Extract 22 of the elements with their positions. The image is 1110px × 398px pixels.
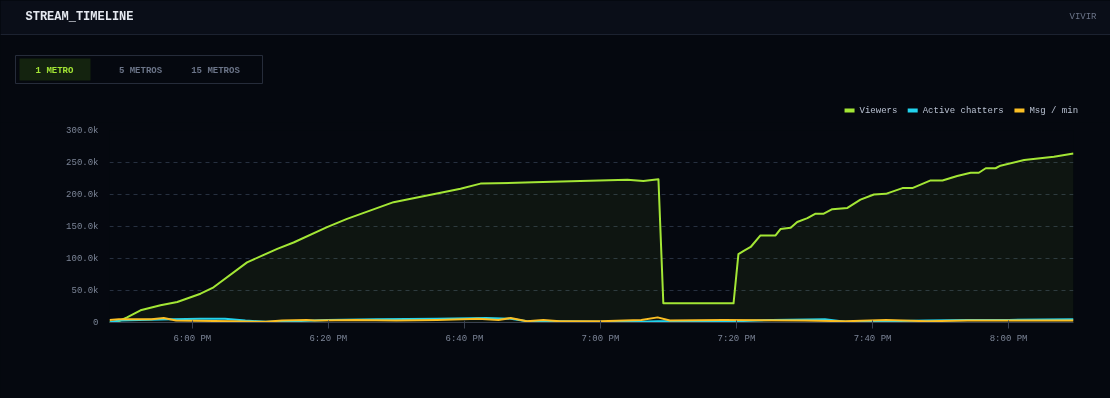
x-tick-label: 6:20 PM — [309, 333, 348, 344]
y-tick-label: 0 — [93, 317, 99, 328]
y-tick-label: 100.0k — [66, 253, 99, 264]
y-tick-label: 150.0k — [66, 221, 99, 232]
y-tick-label: 250.0k — [66, 157, 99, 168]
text: 5 METROS — [118, 65, 163, 76]
legend-label: Msg / min — [1029, 105, 1079, 116]
y-tick-label: 300.0k — [66, 125, 99, 136]
x-tick-label: 7:20 PM — [717, 333, 756, 344]
legend-label: Active chatters — [922, 105, 1004, 116]
x-tick-label: 7:00 PM — [581, 333, 620, 344]
text: VIVIR — [1069, 11, 1098, 22]
text: 15 METROS — [191, 65, 241, 76]
chart-title: STREAM_TIMELINE — [25, 9, 134, 24]
x-tick-label: 6:00 PM — [173, 333, 212, 344]
x-tick-label: 6:40 PM — [445, 333, 484, 344]
legend-label: Viewers — [859, 105, 898, 116]
text: 1 METRO — [35, 65, 74, 76]
y-tick-label: 200.0k — [66, 189, 99, 200]
x-tick-label: 8:00 PM — [989, 333, 1028, 344]
x-tick-label: 7:40 PM — [853, 333, 892, 344]
y-tick-label: 50.0k — [71, 285, 99, 296]
